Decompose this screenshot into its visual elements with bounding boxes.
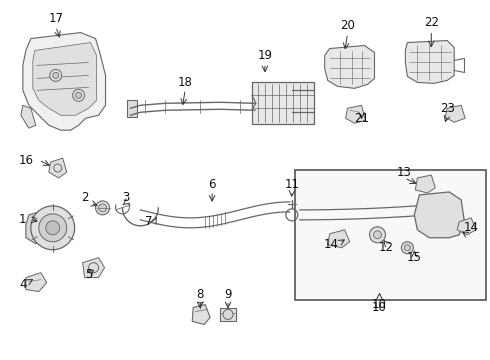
Text: 6: 6 xyxy=(208,179,216,192)
Circle shape xyxy=(223,310,233,319)
Text: 17: 17 xyxy=(48,12,63,25)
Circle shape xyxy=(31,206,74,250)
Text: 15: 15 xyxy=(407,251,422,264)
Polygon shape xyxy=(26,210,51,244)
Text: 1: 1 xyxy=(19,213,26,226)
Polygon shape xyxy=(23,32,105,130)
Polygon shape xyxy=(21,105,36,128)
Polygon shape xyxy=(445,105,465,122)
Circle shape xyxy=(73,89,85,101)
Text: 10: 10 xyxy=(372,301,387,314)
Polygon shape xyxy=(83,258,104,278)
Circle shape xyxy=(46,221,60,235)
Polygon shape xyxy=(26,273,47,292)
Polygon shape xyxy=(415,192,464,238)
Polygon shape xyxy=(49,158,67,178)
Polygon shape xyxy=(457,218,476,235)
Text: 14: 14 xyxy=(464,221,479,234)
Text: 22: 22 xyxy=(424,16,439,29)
Circle shape xyxy=(369,227,386,243)
Circle shape xyxy=(98,204,106,212)
Text: 10: 10 xyxy=(372,298,387,311)
Circle shape xyxy=(50,69,62,81)
Text: 4: 4 xyxy=(19,278,26,291)
Text: 21: 21 xyxy=(354,112,369,125)
Circle shape xyxy=(96,201,110,215)
Polygon shape xyxy=(345,105,366,123)
Circle shape xyxy=(39,214,67,242)
Text: 3: 3 xyxy=(122,192,129,204)
Text: 16: 16 xyxy=(18,154,33,167)
Bar xyxy=(252,82,314,124)
Polygon shape xyxy=(416,175,435,193)
Circle shape xyxy=(404,245,410,251)
Text: 9: 9 xyxy=(224,288,232,301)
Bar xyxy=(220,307,236,321)
Text: 14: 14 xyxy=(324,238,339,251)
Text: 23: 23 xyxy=(440,102,455,115)
Circle shape xyxy=(373,231,382,239)
Text: 12: 12 xyxy=(379,241,394,254)
Polygon shape xyxy=(405,41,454,84)
Text: 13: 13 xyxy=(397,166,412,179)
Text: 8: 8 xyxy=(196,288,204,301)
Polygon shape xyxy=(328,230,349,248)
Bar xyxy=(295,170,486,300)
Text: 5: 5 xyxy=(85,268,92,281)
Polygon shape xyxy=(127,100,137,117)
Text: 2: 2 xyxy=(81,192,88,204)
Polygon shape xyxy=(192,305,210,324)
Text: 18: 18 xyxy=(178,76,193,89)
Circle shape xyxy=(75,92,82,98)
Circle shape xyxy=(401,242,414,254)
Text: 7: 7 xyxy=(145,215,152,228)
Text: 20: 20 xyxy=(340,19,355,32)
Polygon shape xyxy=(33,42,97,115)
Text: 11: 11 xyxy=(284,179,299,192)
Text: 19: 19 xyxy=(257,49,272,62)
Circle shape xyxy=(53,72,59,78)
Polygon shape xyxy=(325,45,374,88)
